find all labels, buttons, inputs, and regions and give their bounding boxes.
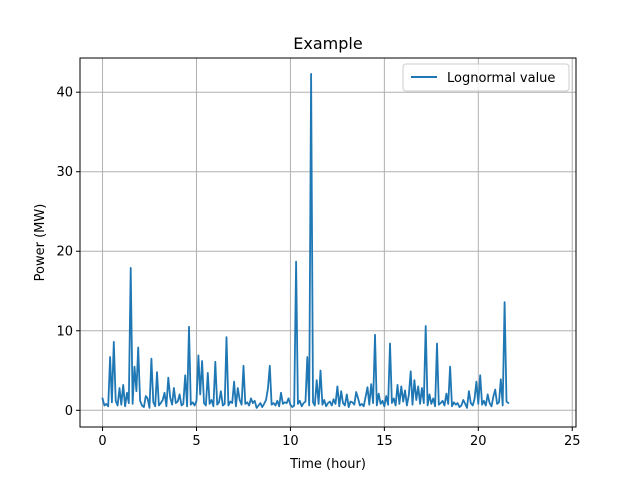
y-tick-label: 20 (56, 245, 73, 260)
x-tick-label: 15 (376, 434, 393, 449)
plot-area (101, 73, 510, 409)
x-tick-label: 0 (98, 434, 106, 449)
chart-title: Example (293, 34, 362, 53)
legend-box (402, 63, 570, 92)
y-tick-label: 10 (56, 324, 73, 339)
y-tick-label: 40 (56, 86, 73, 101)
axes-frame (79, 57, 577, 428)
y-tick-label: 30 (56, 165, 73, 180)
x-tick-label: 20 (470, 434, 487, 449)
y-axis-label: Power (MW) (33, 204, 48, 282)
axis-ticks: 0 5 10 15 20 25 0 10 20 30 40 (56, 86, 580, 449)
series-line-0 (101, 73, 510, 409)
grid (80, 58, 576, 427)
x-tick-label: 10 (282, 434, 299, 449)
x-tick-label: 25 (564, 434, 581, 449)
y-tick-label: 0 (65, 404, 73, 419)
legend-label: Lognormal value (447, 71, 555, 86)
x-tick-label: 5 (192, 434, 200, 449)
legend: Lognormal value (402, 63, 570, 92)
x-axis-label: Time (hour) (289, 457, 366, 472)
